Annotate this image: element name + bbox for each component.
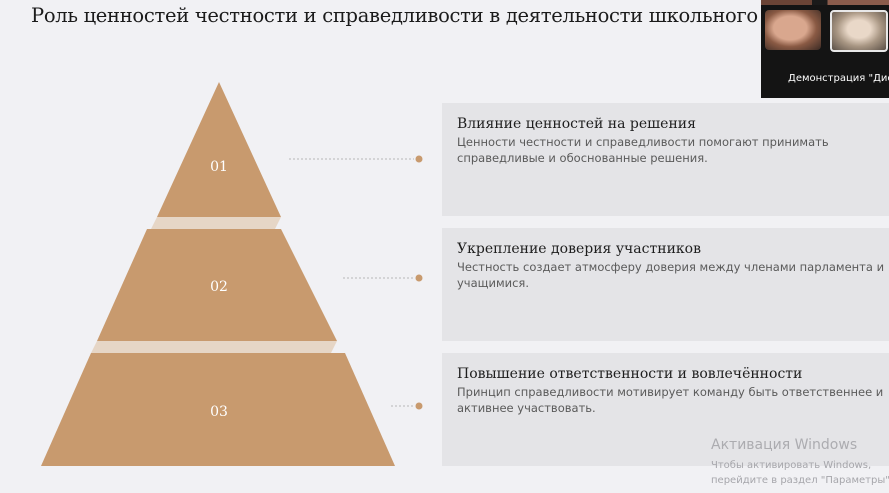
- card-title: Влияние ценностей на решения: [457, 116, 696, 132]
- info-card-3: Повышение ответственности и вовлечённост…: [442, 353, 889, 466]
- slide-title: Роль ценностей честности и справедливост…: [31, 4, 791, 27]
- card-text: Честность создает атмосферу доверия межд…: [457, 260, 885, 290]
- pyramid-connector: [91, 341, 337, 353]
- pyramid-tier-1: [157, 82, 281, 217]
- leader-dot-3: [415, 402, 423, 410]
- card-title: Повышение ответственности и вовлечённост…: [457, 366, 803, 382]
- screen-share-label: Демонстрация "Дисплей": [788, 73, 889, 84]
- tier-number-1: 01: [210, 159, 228, 175]
- card-text: Ценности честности и справедливости помо…: [457, 135, 829, 165]
- card-title: Укрепление доверия участников: [457, 241, 701, 257]
- card-text: Принцип справедливости мотивирует команд…: [457, 385, 884, 415]
- participant-video-tile[interactable]: [765, 10, 821, 50]
- video-call-panel[interactable]: Демонстрация "Дисплей": [761, 0, 889, 98]
- windows-activation-text: Чтобы активировать Windows, перейдите в …: [711, 460, 889, 486]
- windows-activation-title: Активация Windows: [711, 437, 858, 453]
- tier-number-3: 03: [210, 404, 228, 420]
- participant-strip: [761, 0, 889, 5]
- pyramid-connector: [151, 217, 281, 229]
- leader-dot-1: [415, 155, 423, 163]
- leader-dot-2: [415, 274, 423, 282]
- info-card-2: Укрепление доверия участников Честность …: [442, 228, 889, 341]
- tier-number-2: 02: [210, 279, 228, 295]
- pyramid-tier-3: [41, 353, 395, 466]
- info-card-1: Влияние ценностей на решения Ценности че…: [442, 103, 889, 216]
- participant-video-tile-active[interactable]: [830, 10, 888, 52]
- pyramid-tier-2: [97, 229, 337, 341]
